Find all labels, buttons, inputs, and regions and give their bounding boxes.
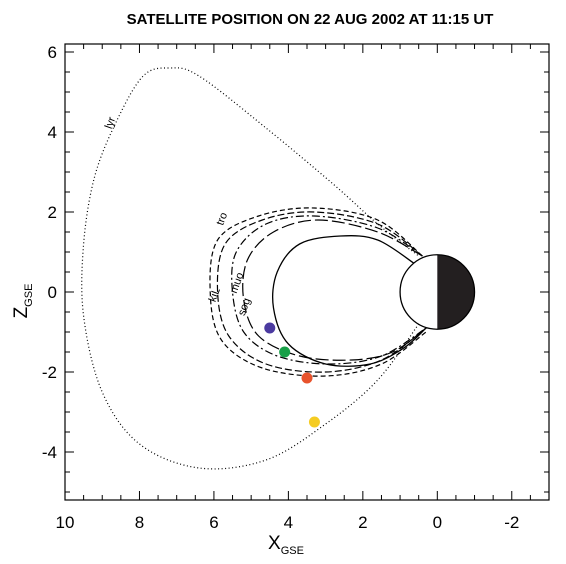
y-tick-label: -2 (42, 363, 57, 382)
satellite-markers (264, 322, 320, 428)
earth-symbol (399, 254, 476, 330)
x-tick-label: 0 (433, 513, 442, 532)
y-tick-label: -4 (42, 443, 57, 462)
satellite-marker-3 (301, 372, 313, 384)
y-tick-label: 2 (48, 203, 57, 222)
curve-sog (242, 219, 427, 361)
chart-title: SATELLITE POSITION ON 22 AUG 2002 AT 11:… (127, 11, 494, 28)
satellite-marker-4 (308, 416, 320, 428)
x-axis-label: XGSE (268, 533, 304, 557)
curve-label-lyr: lyr (103, 115, 118, 130)
y-axis-label: ZGSE (11, 284, 35, 319)
x-tick-label: 8 (135, 513, 144, 532)
y-tick-label: 0 (48, 283, 57, 302)
curve-innermost (272, 235, 427, 367)
y-tick-label: 6 (48, 43, 57, 62)
curve-label-tro: tro (214, 211, 230, 227)
earth-outline (399, 254, 476, 330)
curve-lyr (81, 67, 420, 470)
plot-frame (64, 43, 550, 501)
x-tick-label: -2 (504, 513, 519, 532)
curve-label-sog: sog (236, 297, 253, 318)
curve-tro (209, 207, 427, 377)
axis-ticks: 10 8 6 4 2 0 -2 6 4 2 0 -2 -4 (42, 43, 550, 532)
y-tick-label: 4 (48, 123, 57, 142)
curve-muo (231, 215, 427, 365)
x-tick-label: 4 (284, 513, 293, 532)
satellite-marker-2 (279, 346, 291, 358)
satellite-marker-1 (264, 322, 276, 334)
plot-border (64, 43, 550, 501)
x-tick-label: 10 (56, 513, 75, 532)
curve-kil (216, 211, 427, 373)
x-tick-label: 2 (358, 513, 367, 532)
earth-night-side (437, 254, 475, 330)
x-tick-label: 6 (209, 513, 218, 532)
curve-label-kil: kiL (207, 286, 223, 303)
